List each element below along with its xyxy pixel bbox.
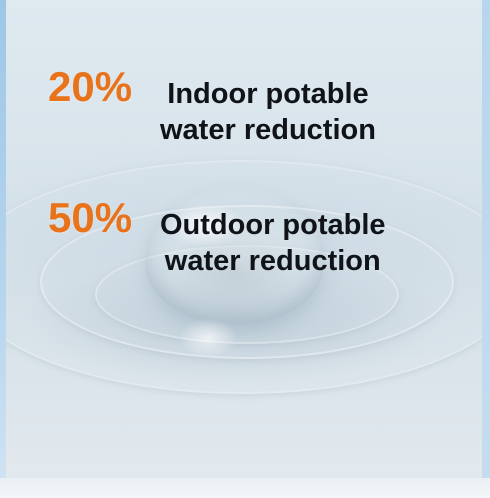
splash-highlight (178, 318, 238, 358)
stat-indoor: 20% Indoor potable water reduction (48, 64, 376, 148)
stat-percent: 20% (48, 63, 133, 110)
stat-description-line-1: Outdoor potable (160, 209, 386, 241)
ripple-ring-outer (0, 160, 490, 394)
stat-description-line-2: water reduction (160, 114, 376, 146)
stat-description: Indoor potable water reduction (160, 76, 376, 148)
stat-description-line-2: water reduction (164, 245, 381, 277)
stat-description-line-1: Indoor potable (167, 78, 369, 110)
stat-description: Outdoor potable water reduction (160, 207, 386, 279)
stat-outdoor: 50% Outdoor potable water reduction (48, 195, 386, 279)
bottom-edge-strip (0, 478, 490, 498)
stat-percent: 50% (48, 194, 133, 241)
water-droplet-icon (145, 185, 325, 325)
left-edge-strip (0, 0, 6, 478)
right-edge-strip (482, 0, 490, 498)
